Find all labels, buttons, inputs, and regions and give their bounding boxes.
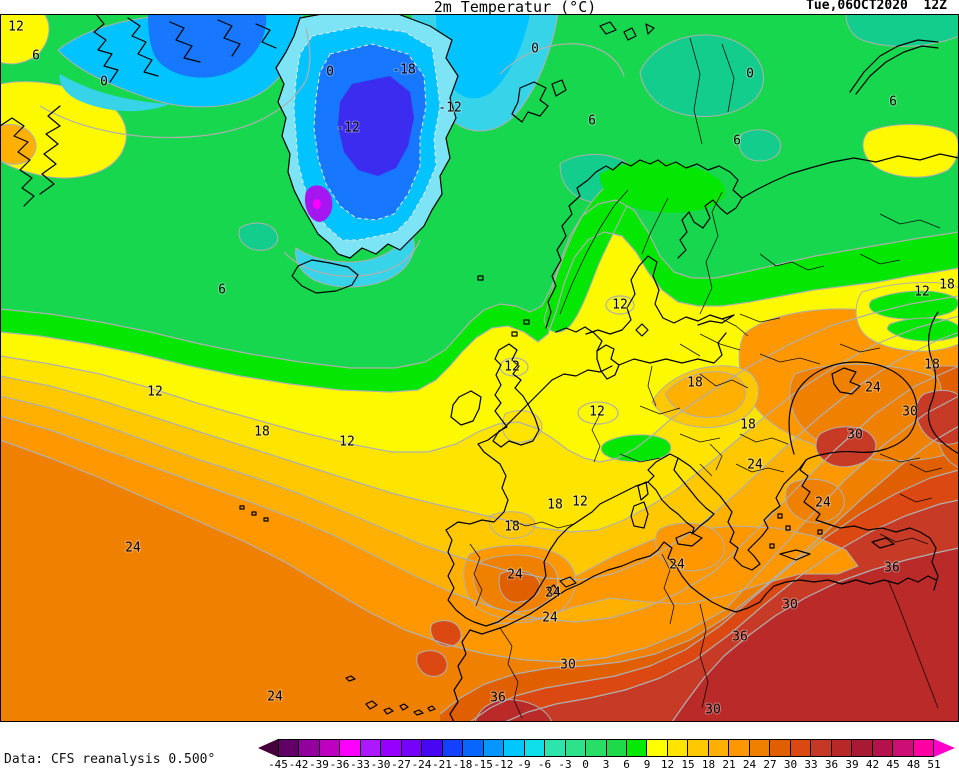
svg-text:0: 0	[746, 67, 754, 82]
temperature-colorbar: -45 -42 -39 -36 -33 -30 -27 -24 -21 -18 -15 -12 -9 -6…	[258, 739, 958, 770]
svg-text:6: 6	[733, 134, 741, 149]
svg-text:6: 6	[218, 283, 226, 298]
svg-text:18: 18	[547, 498, 563, 513]
svg-text:18: 18	[740, 418, 756, 433]
svg-text:-12: -12	[336, 121, 359, 136]
colorbar-ticks: -45 -42 -39 -36 -33 -30 -27 -24 -21 -18 -15 -12 -9 -6…	[268, 758, 941, 770]
valid-time: Tue,06OCT2020 12Z	[806, 0, 947, 13]
attribution-data-source: Data: CFS reanalysis 0.500°	[4, 752, 216, 767]
svg-text:12: 12	[914, 285, 930, 300]
svg-text:24: 24	[507, 568, 523, 583]
svg-text:-18: -18	[392, 63, 415, 78]
svg-text:18: 18	[504, 520, 520, 535]
map-contour-labels: 12 6 0 0 -18 -12 -12 0 6 0 6 6 6 12 18 12 24 24 12 12 18 12 18…	[7, 19, 956, 719]
svg-text:24: 24	[747, 458, 763, 473]
svg-text:-12: -12	[438, 101, 461, 116]
svg-text:12: 12	[339, 435, 355, 450]
svg-text:12: 12	[572, 495, 588, 510]
svg-text:24: 24	[815, 496, 831, 511]
colorbar-segments	[278, 739, 934, 757]
svg-text:12: 12	[8, 20, 24, 35]
svg-text:30: 30	[782, 598, 798, 613]
svg-text:6: 6	[588, 114, 596, 129]
svg-text:30: 30	[902, 405, 918, 420]
svg-text:24: 24	[545, 586, 561, 601]
svg-text:0: 0	[100, 75, 108, 90]
svg-text:0: 0	[326, 65, 334, 80]
svg-text:12: 12	[589, 405, 605, 420]
svg-text:6: 6	[32, 49, 40, 64]
svg-text:30: 30	[560, 658, 576, 673]
country-borders	[469, 37, 943, 719]
svg-text:12: 12	[612, 298, 628, 313]
svg-text:30: 30	[705, 703, 721, 718]
svg-text:24: 24	[125, 541, 141, 556]
svg-text:18: 18	[254, 425, 270, 440]
svg-text:18: 18	[687, 376, 703, 391]
svg-text:24: 24	[669, 558, 685, 573]
svg-text:36: 36	[732, 630, 748, 645]
colorbar-left-arrow-icon	[258, 739, 278, 757]
colorbar-right-arrow-icon	[934, 739, 955, 757]
page-title: 2m Temperatur (°C)	[433, 0, 597, 16]
temperature-map: 12 6 0 0 -18 -12 -12 0 6 0 6 6 6 12 18 12 24 24 12 12 18 12 18…	[0, 14, 959, 722]
svg-text:24: 24	[865, 381, 881, 396]
svg-text:18: 18	[939, 278, 955, 293]
svg-text:0: 0	[531, 42, 539, 57]
svg-text:36: 36	[884, 561, 900, 576]
svg-text:24: 24	[542, 611, 558, 626]
svg-text:12: 12	[147, 385, 163, 400]
svg-text:6: 6	[889, 95, 897, 110]
coastlines	[0, 14, 959, 722]
svg-text:30: 30	[847, 428, 863, 443]
svg-text:12: 12	[504, 360, 520, 375]
svg-text:24: 24	[267, 690, 283, 705]
svg-text:18: 18	[924, 358, 940, 373]
temperature-field	[0, 14, 959, 722]
svg-text:36: 36	[490, 691, 506, 706]
attribution: Data: CFS reanalysis 0.500° (C) Wetterze…	[4, 722, 215, 770]
